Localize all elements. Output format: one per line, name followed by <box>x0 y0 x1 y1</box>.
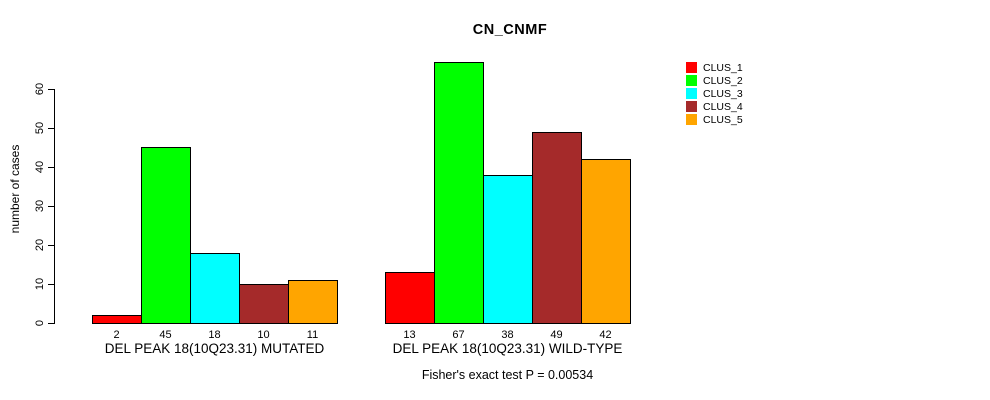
bar-clus_5 <box>288 280 338 324</box>
legend-label: CLUS_3 <box>703 87 743 100</box>
y-axis-tick-label: 30 <box>34 199 46 213</box>
bar-clus_1 <box>92 315 142 324</box>
bar-value-label: 67 <box>452 329 465 341</box>
y-axis-label: number of cases <box>8 144 22 234</box>
y-axis-tick <box>48 206 54 207</box>
y-axis-tick <box>48 323 54 324</box>
x-axis-group-label: DEL PEAK 18(10Q23.31) MUTATED <box>104 341 325 356</box>
legend-swatch-clus_5 <box>686 114 697 125</box>
bar-value-label: 49 <box>550 329 563 341</box>
legend-item: CLUS_3 <box>686 87 743 100</box>
legend-item: CLUS_5 <box>686 113 743 126</box>
bar-value-label: 13 <box>403 329 416 341</box>
y-axis-tick-label: 10 <box>34 277 46 291</box>
legend-swatch-clus_4 <box>686 101 697 112</box>
bar-clus_4 <box>532 132 582 324</box>
legend-item: CLUS_2 <box>686 74 743 87</box>
y-axis-tick <box>48 284 54 285</box>
y-axis-tick-label: 50 <box>34 121 46 135</box>
bar-clus_4 <box>239 284 289 324</box>
bar-value-label: 42 <box>599 329 612 341</box>
y-axis-tick-label: 40 <box>34 160 46 174</box>
bar-clus_2 <box>141 147 191 324</box>
legend-swatch-clus_3 <box>686 88 697 99</box>
legend-label: CLUS_5 <box>703 113 743 126</box>
bar-value-label: 18 <box>208 329 221 341</box>
legend-label: CLUS_2 <box>703 74 743 87</box>
legend-item: CLUS_4 <box>686 100 743 113</box>
bar-value-label: 2 <box>113 329 120 341</box>
legend: CLUS_1 CLUS_2 CLUS_3 CLUS_4 CLUS_5 <box>686 61 743 126</box>
y-axis-tick-label: 60 <box>34 82 46 96</box>
legend-label: CLUS_4 <box>703 100 743 113</box>
y-axis-tick-label: 20 <box>34 238 46 252</box>
x-axis-group-label: DEL PEAK 18(10Q23.31) WILD-TYPE <box>392 341 623 356</box>
y-axis-tick <box>48 128 54 129</box>
bar-value-label: 10 <box>257 329 270 341</box>
fisher-test-annotation: Fisher's exact test P = 0.00534 <box>421 368 594 382</box>
bar-clus_5 <box>581 159 631 324</box>
legend-swatch-clus_1 <box>686 62 697 73</box>
bar-value-label: 38 <box>501 329 514 341</box>
bar-value-label: 11 <box>306 329 319 341</box>
chart-title: CN_CNMF <box>472 22 548 38</box>
y-axis-tick <box>48 89 54 90</box>
bar-clus_2 <box>434 62 484 324</box>
y-axis-tick-label: 0 <box>34 319 46 327</box>
bar-value-label: 45 <box>159 329 172 341</box>
bar-clus_3 <box>483 175 533 324</box>
legend-swatch-clus_2 <box>686 75 697 86</box>
y-axis-tick <box>48 245 54 246</box>
y-axis-line <box>54 89 55 324</box>
legend-item: CLUS_1 <box>686 61 743 74</box>
y-axis-tick <box>48 167 54 168</box>
bar-clus_3 <box>190 253 240 324</box>
bar-clus_1 <box>385 272 435 324</box>
legend-label: CLUS_1 <box>703 61 743 74</box>
